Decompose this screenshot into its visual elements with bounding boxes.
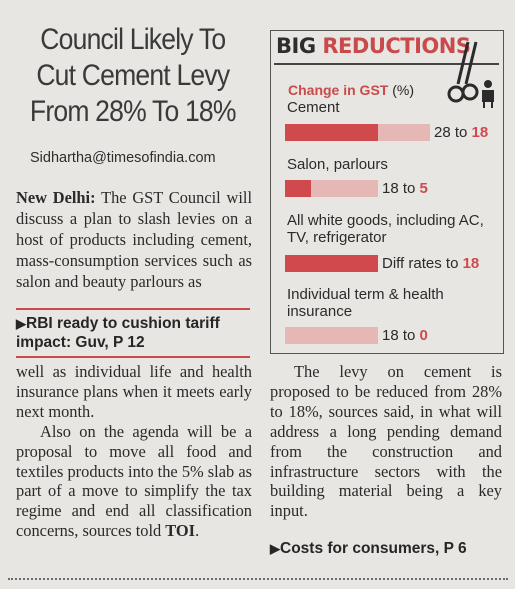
headline-line-2: Cut Cement Levy [36, 59, 230, 92]
triangle-arrow-icon: ▶ [270, 541, 280, 556]
bar-fill [285, 255, 378, 272]
dotted-separator [8, 578, 508, 580]
scissors-icon [447, 41, 494, 108]
lead-text: The GST Council will discuss a plan to s… [16, 188, 253, 291]
byline[interactable]: Sidhartha@timesofindia.com [30, 150, 216, 166]
legend-label: Change in GST [288, 82, 389, 98]
bar-fill [285, 124, 378, 141]
headline: Council Likely To Cut Cement Levy From 2… [14, 22, 252, 130]
bar-value-number: 18 [471, 124, 489, 141]
xref-bottom[interactable]: ▶Costs for consumers, P 6 [270, 540, 467, 558]
box-title-part1: BIG [276, 34, 323, 58]
bar-value-number: 5 [419, 180, 428, 197]
body-para-2-text: Also on the agenda will be a proposal to… [16, 421, 252, 541]
body-para-3: The levy on cement is proposed to be red… [270, 362, 502, 521]
bar-value-prefix: 18 to [382, 327, 420, 344]
bar-value-label: Diff rates to 18 [382, 255, 479, 272]
bar-value-label: 18 to 5 [382, 180, 428, 197]
bar-track [285, 255, 378, 272]
bar-track [285, 180, 378, 197]
headline-line-1: Council Likely To [40, 23, 226, 56]
bar-track [285, 124, 430, 141]
legend-unit: (%) [392, 82, 415, 98]
box-title-part2: REDUCTIONS [322, 34, 471, 58]
box-title: BIG REDUCTIONS [276, 34, 471, 58]
xref-bottom-text: Costs for consumers, P 6 [280, 540, 467, 557]
bar-category-label: All white goods, including AC, TV, refri… [287, 212, 484, 246]
xref-top-text: RBI ready to cushion tariff impact: Guv,… [16, 315, 220, 351]
dateline: New Delhi: [16, 188, 96, 207]
body-para-2-end: . [195, 521, 200, 541]
body-column-right: The levy on cement is proposed to be red… [270, 362, 502, 521]
bar-value-number: 0 [419, 327, 428, 344]
source-name: TOI [165, 521, 196, 541]
triangle-arrow-icon: ▶ [16, 316, 26, 331]
bar-value-label: 18 to 0 [382, 327, 428, 344]
xref-top[interactable]: ▶RBI ready to cushion tariff impact: Guv… [16, 314, 252, 352]
bar-category-label: Salon, parlours [287, 156, 388, 173]
bar-value-prefix: 28 to [434, 124, 472, 141]
title-rule [274, 63, 499, 65]
bar-value-label: 28 to 18 [434, 124, 488, 141]
xref-top-rule-upper [16, 308, 250, 310]
bar-value-number: 18 [462, 255, 480, 272]
body-column-left: well as individual life and health insur… [16, 362, 252, 541]
bar-category-label: Cement [287, 99, 340, 116]
lead-paragraph: New Delhi: The GST Council will discuss … [16, 187, 252, 292]
body-para-1: well as individual life and health insur… [16, 362, 252, 421]
body-para-2: Also on the agenda will be a proposal to… [16, 422, 252, 541]
bar-track [285, 327, 378, 344]
bar-fill [285, 180, 311, 197]
legend: Change in GST (%) [288, 82, 414, 98]
reductions-box [270, 30, 504, 354]
bar-value-prefix: 18 to [382, 180, 420, 197]
bar-category-label: Individual term & health insurance [287, 286, 444, 320]
headline-line-3: From 28% To 18% [29, 95, 237, 128]
xref-top-rule-lower [16, 356, 250, 358]
bar-value-prefix: Diff rates to [382, 255, 463, 272]
